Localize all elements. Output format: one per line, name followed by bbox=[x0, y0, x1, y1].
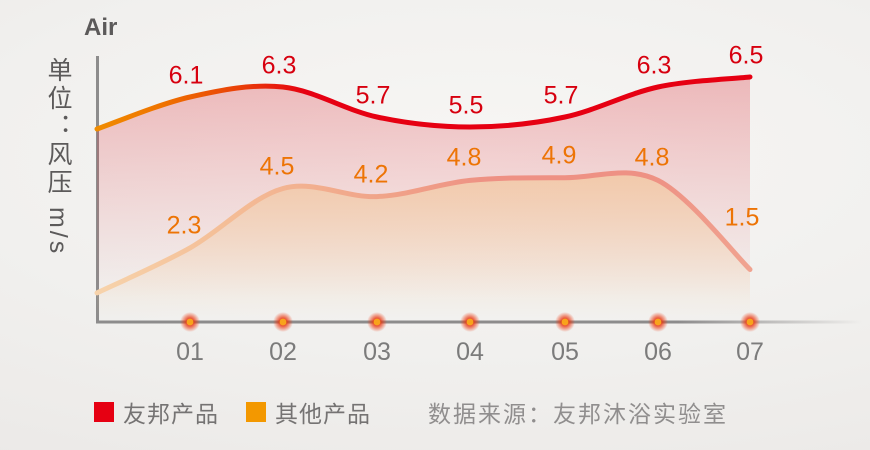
x-tick-label: 02 bbox=[269, 338, 297, 366]
source-note: 数据来源：友邦沐浴实验室 bbox=[428, 401, 728, 427]
x-tick-label: 07 bbox=[736, 338, 764, 366]
data-label: 6.3 bbox=[636, 51, 672, 80]
data-label: 6.5 bbox=[728, 41, 764, 70]
x-tick-label: 01 bbox=[176, 338, 204, 366]
data-label: 5.5 bbox=[448, 91, 484, 120]
data-label: 4.9 bbox=[541, 141, 577, 170]
marker-dot-icon bbox=[466, 318, 474, 326]
legend: 友邦产品 其他产品 数据来源：友邦沐浴实验室 bbox=[94, 395, 728, 429]
chart-title: Air bbox=[84, 14, 118, 41]
data-label: 4.8 bbox=[446, 143, 482, 172]
data-label: 6.3 bbox=[261, 51, 297, 80]
orange-series-line bbox=[94, 170, 753, 296]
red-series-line bbox=[94, 74, 753, 132]
marker-dot-icon bbox=[373, 318, 381, 326]
data-label: 5.7 bbox=[543, 81, 579, 110]
x-tick-label: 05 bbox=[551, 338, 579, 366]
legend-swatch-orange bbox=[246, 402, 266, 422]
data-label: 5.7 bbox=[355, 81, 391, 110]
marker-dot-icon bbox=[186, 318, 194, 326]
data-label: 1.5 bbox=[724, 203, 760, 231]
marker-dot-icon bbox=[746, 318, 754, 326]
marker-dot-icon bbox=[654, 318, 662, 326]
legend-label-series2: 其他产品 bbox=[275, 401, 371, 427]
legend-swatch-red bbox=[94, 402, 114, 422]
orange-series-area bbox=[97, 172, 750, 322]
data-label: 4.2 bbox=[353, 160, 389, 189]
legend-label-series1: 友邦产品 bbox=[123, 401, 219, 427]
data-label: 2.3 bbox=[166, 211, 202, 240]
x-tick-label: 03 bbox=[363, 338, 391, 366]
marker-dot-icon bbox=[279, 318, 287, 326]
x-tick-label: 06 bbox=[644, 338, 672, 366]
y-axis-label: 单位：风压 m/s bbox=[44, 57, 72, 257]
data-label: 6.1 bbox=[168, 61, 204, 90]
data-label: 4.5 bbox=[259, 152, 295, 180]
marker-dot-icon bbox=[561, 318, 569, 326]
data-label: 4.8 bbox=[634, 143, 670, 172]
x-tick-label: 04 bbox=[456, 338, 484, 366]
x-axis-markers bbox=[180, 312, 760, 332]
